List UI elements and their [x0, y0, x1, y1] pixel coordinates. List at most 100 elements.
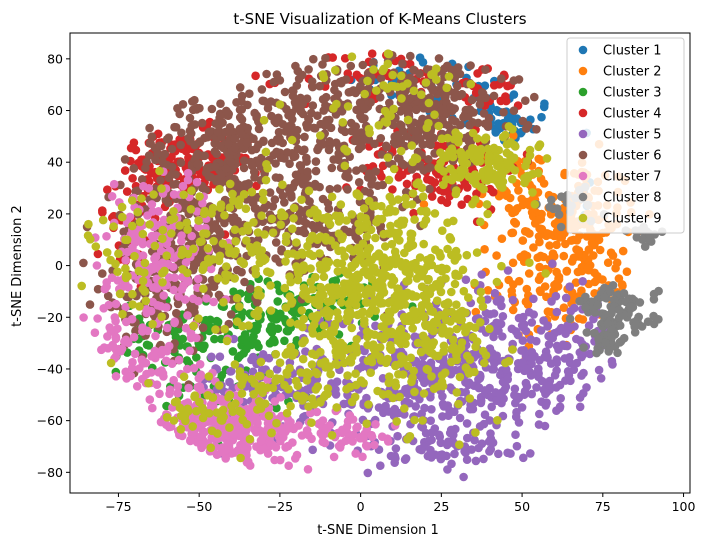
data-point: [203, 244, 213, 253]
data-point: [289, 203, 299, 213]
data-point: [342, 147, 352, 156]
data-point: [138, 229, 148, 239]
data-point: [396, 146, 406, 156]
data-point: [90, 328, 100, 338]
data-point: [276, 153, 286, 162]
data-point: [340, 161, 350, 171]
data-point: [492, 351, 502, 361]
legend-marker: [578, 213, 588, 223]
data-point: [466, 106, 476, 115]
data-point: [526, 449, 535, 458]
data-point: [523, 121, 533, 130]
data-point: [415, 53, 425, 62]
data-point: [256, 357, 266, 367]
data-point: [145, 123, 154, 133]
data-point: [418, 140, 428, 149]
data-point: [243, 123, 252, 133]
y-tick-label: −60: [37, 413, 63, 428]
data-point: [260, 203, 269, 212]
data-point: [308, 82, 317, 92]
data-point: [215, 352, 225, 362]
data-point: [427, 435, 436, 445]
data-point: [410, 153, 420, 162]
data-point: [176, 425, 186, 434]
data-point: [520, 178, 529, 188]
data-point: [471, 428, 480, 437]
data-point: [541, 269, 550, 278]
data-point: [420, 378, 429, 388]
data-point: [285, 159, 294, 169]
data-point: [111, 316, 120, 326]
data-point: [225, 126, 234, 136]
data-point: [345, 344, 354, 354]
data-point: [144, 184, 154, 193]
data-point: [577, 286, 586, 296]
data-point: [609, 295, 619, 305]
data-point: [191, 153, 201, 162]
data-point: [521, 96, 530, 105]
data-point: [389, 104, 399, 114]
data-point: [271, 173, 281, 182]
data-point: [102, 278, 111, 287]
data-point: [282, 368, 292, 378]
data-point: [267, 214, 277, 224]
y-tick-label: −20: [37, 310, 63, 325]
data-point: [361, 223, 370, 232]
data-point: [490, 288, 500, 298]
data-point: [282, 408, 292, 418]
data-point: [222, 106, 231, 116]
data-point: [219, 412, 228, 422]
data-point: [338, 118, 348, 127]
data-point: [113, 267, 122, 277]
data-point: [281, 257, 290, 266]
data-point: [532, 383, 541, 392]
data-point: [410, 387, 419, 397]
data-point: [564, 370, 574, 380]
data-point: [325, 308, 335, 318]
data-point: [111, 259, 120, 269]
data-point: [240, 156, 249, 165]
data-point: [590, 308, 600, 317]
legend-label: Cluster 7: [603, 170, 662, 185]
data-point: [183, 168, 193, 178]
data-point: [429, 133, 439, 143]
data-point: [338, 428, 347, 438]
data-point: [103, 185, 112, 194]
data-point: [460, 166, 469, 175]
data-point: [284, 124, 294, 134]
data-point: [426, 416, 436, 426]
data-point: [242, 344, 251, 354]
data-point: [217, 371, 227, 380]
y-tick-label: −80: [37, 465, 63, 480]
data-point: [221, 454, 230, 463]
data-point: [127, 314, 137, 324]
data-point: [306, 264, 315, 273]
data-point: [246, 408, 255, 418]
data-point: [170, 273, 179, 283]
data-point: [321, 53, 330, 63]
data-point: [183, 311, 192, 320]
data-point: [452, 311, 462, 320]
data-point: [155, 166, 164, 176]
data-point: [266, 306, 276, 315]
data-point: [473, 151, 482, 160]
data-point: [595, 245, 605, 255]
data-point: [411, 258, 420, 268]
data-point: [229, 430, 239, 439]
data-point: [529, 243, 538, 252]
data-point: [228, 347, 238, 356]
data-point: [339, 358, 349, 368]
data-point: [511, 430, 520, 440]
data-point: [162, 134, 172, 144]
legend-marker: [578, 108, 588, 118]
data-point: [497, 301, 506, 311]
data-point: [494, 119, 503, 128]
data-point: [614, 305, 624, 315]
data-point: [250, 173, 259, 182]
data-point: [195, 192, 204, 201]
data-point: [407, 377, 416, 387]
data-point: [228, 189, 237, 199]
data-point: [455, 69, 465, 79]
data-point: [380, 106, 390, 116]
data-point: [364, 400, 373, 409]
